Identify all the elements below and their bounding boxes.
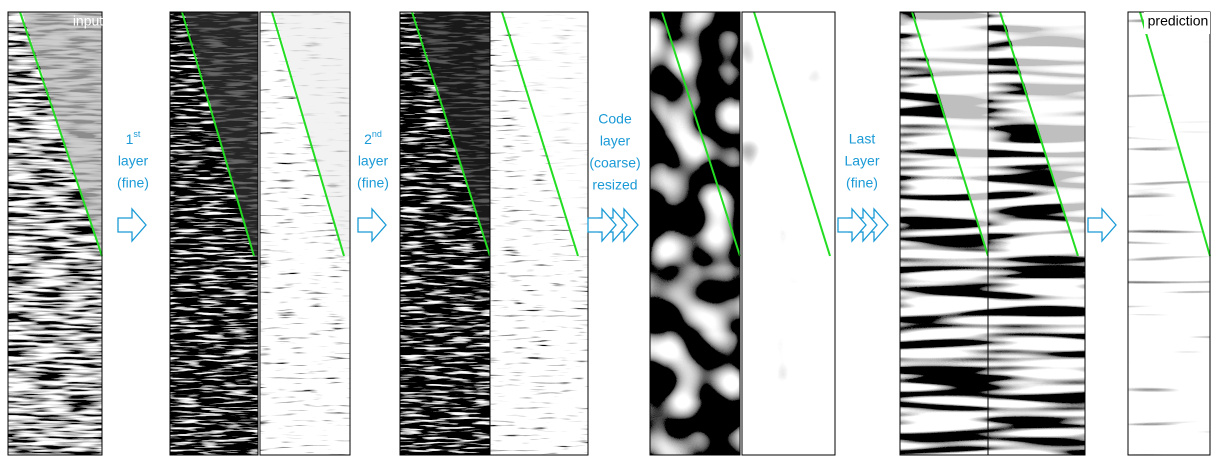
figure: input prediction 1st layer (fine) 2nd layer (… [0, 0, 1218, 460]
input-label: input [73, 13, 103, 29]
step-label: (coarse) [589, 155, 640, 171]
step-label: Code [598, 111, 632, 127]
step-label: layer [358, 153, 389, 169]
step-label: (fine) [117, 175, 149, 191]
step-label: (fine) [357, 175, 389, 191]
step-label: resized [592, 177, 637, 193]
step-label: Last [849, 131, 876, 147]
prediction-label: prediction [1148, 13, 1209, 29]
arrow [1088, 209, 1116, 241]
arrow [838, 209, 866, 241]
step-label: 2nd [364, 129, 382, 146]
step-label: layer [118, 153, 149, 169]
step-number: 1 [126, 131, 134, 147]
arrow [358, 209, 386, 241]
step-suffix: nd [372, 129, 382, 139]
step-label: Layer [844, 153, 879, 169]
step-number: 2 [364, 131, 372, 147]
step-label: (fine) [846, 175, 878, 191]
arrow [118, 209, 146, 241]
feature-map [650, 12, 740, 455]
step-label: 1st [126, 129, 141, 146]
feature-map [742, 12, 835, 455]
arrow [588, 209, 616, 241]
step-suffix: st [133, 129, 141, 139]
step-label: layer [600, 133, 631, 149]
